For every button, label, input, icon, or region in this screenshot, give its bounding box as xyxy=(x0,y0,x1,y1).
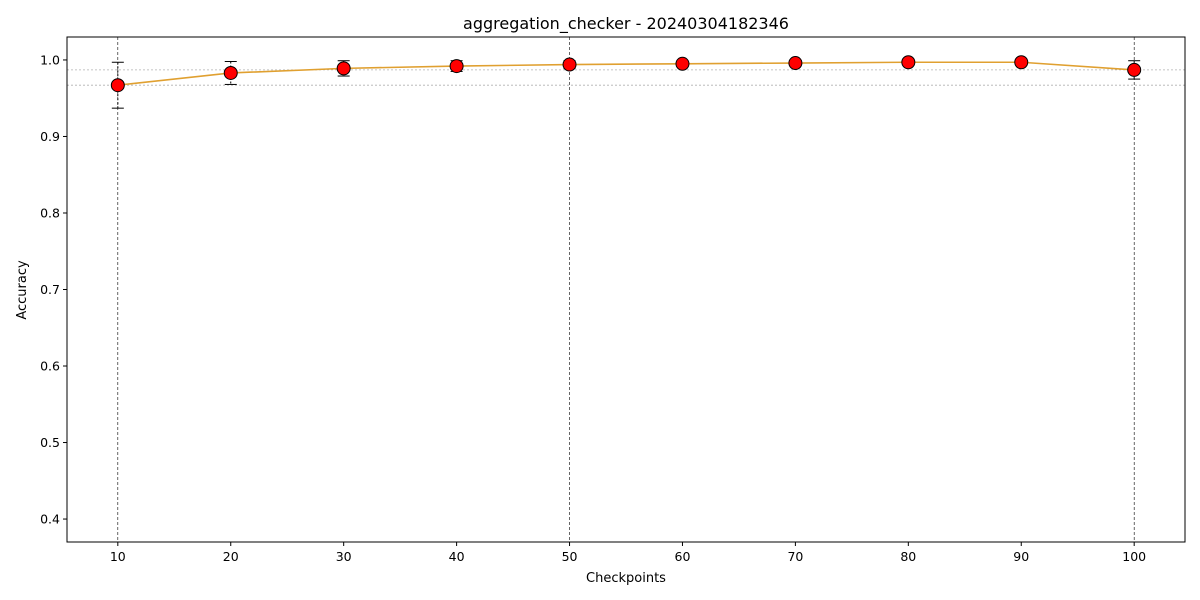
data-point xyxy=(901,55,916,70)
y-tick-label: 0.5 xyxy=(40,435,60,450)
data-point xyxy=(675,56,690,71)
y-axis: 0.4 0.5 0.6 0.7 0.8 0.9 1.0 xyxy=(40,52,67,527)
x-tick-label: 40 xyxy=(449,549,465,564)
x-tick-label: 30 xyxy=(336,549,352,564)
data-point xyxy=(110,78,125,93)
y-tick-label: 0.9 xyxy=(40,129,60,144)
x-axis: 10 20 30 40 50 60 70 80 90 100 xyxy=(110,542,1146,564)
x-tick-label: 60 xyxy=(675,549,691,564)
data-point xyxy=(336,61,351,76)
x-tick-label: 10 xyxy=(110,549,126,564)
y-tick-label: 0.6 xyxy=(40,359,60,374)
data-point xyxy=(1014,55,1029,70)
y-tick-label: 0.4 xyxy=(40,512,60,527)
x-tick-label: 90 xyxy=(1013,549,1029,564)
series-line xyxy=(117,61,1135,86)
y-axis-label: Accuracy xyxy=(15,260,30,320)
y-tick-label: 0.8 xyxy=(40,205,60,220)
y-tick-label: 0.7 xyxy=(40,282,60,297)
x-tick-label: 100 xyxy=(1122,549,1146,564)
x-tick-label: 20 xyxy=(223,549,239,564)
data-point xyxy=(223,65,238,80)
data-point xyxy=(1127,62,1142,77)
data-point xyxy=(449,59,464,74)
x-tick-label: 80 xyxy=(900,549,916,564)
chart-title: aggregation_checker - 20240304182346 xyxy=(463,14,789,34)
x-axis-label: Checkpoints xyxy=(586,571,666,586)
x-tick-label: 50 xyxy=(562,549,578,564)
plot-area xyxy=(67,37,1185,542)
x-tick-label: 70 xyxy=(787,549,803,564)
y-tick-label: 1.0 xyxy=(40,52,60,67)
data-point xyxy=(788,56,803,71)
data-point xyxy=(562,57,577,72)
